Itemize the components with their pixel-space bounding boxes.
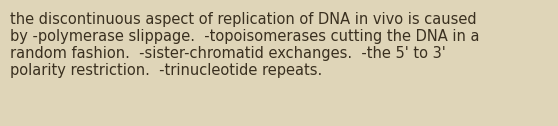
Text: polarity restriction.  -trinucleotide repeats.: polarity restriction. -trinucleotide rep… [10, 63, 323, 78]
Text: random fashion.  -sister-chromatid exchanges.  -the 5' to 3': random fashion. -sister-chromatid exchan… [10, 46, 446, 61]
Text: the discontinuous aspect of replication of DNA in vivo is caused: the discontinuous aspect of replication … [10, 12, 477, 27]
Text: by -polymerase slippage.  -topoisomerases cutting the DNA in a: by -polymerase slippage. -topoisomerases… [10, 29, 479, 44]
